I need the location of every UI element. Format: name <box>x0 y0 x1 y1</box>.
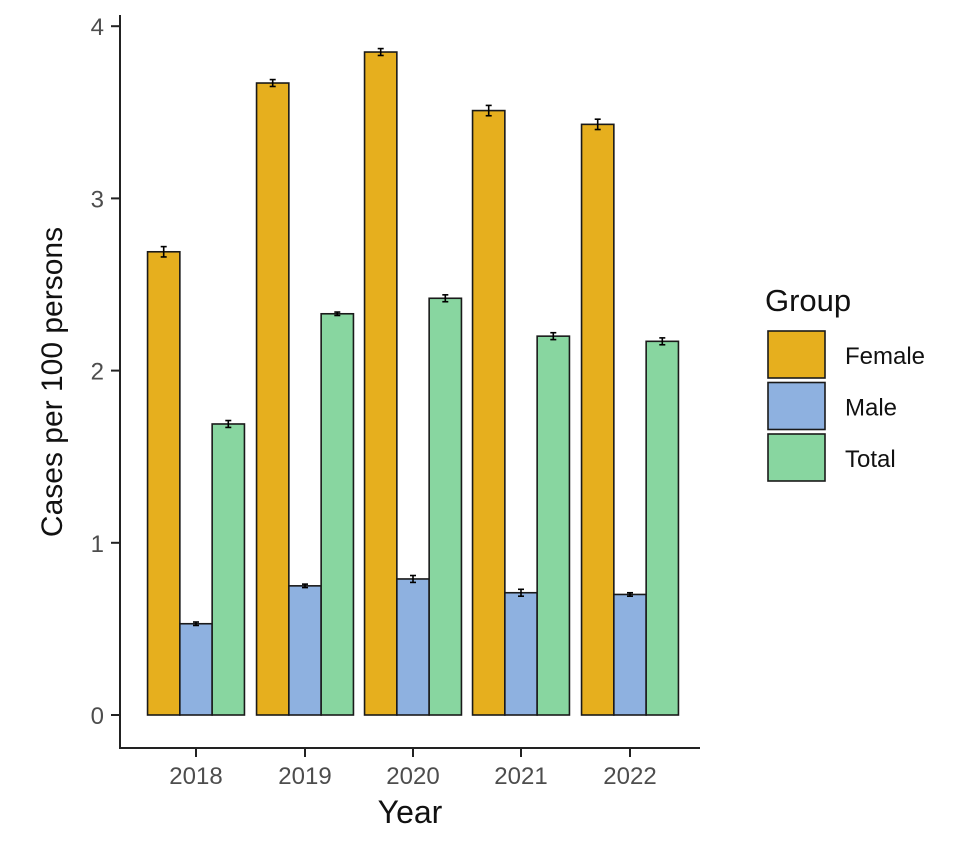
bar-total-2019 <box>320 312 355 716</box>
error-bar-total-2019 <box>334 311 341 317</box>
x-ticks: 2018 2019 2020 2021 2022 <box>169 748 657 790</box>
x-axis-label: Year <box>378 794 443 830</box>
error-bar-female-2021 <box>485 104 492 117</box>
legend-key-total <box>767 433 826 482</box>
y-tick-label: 4 <box>91 14 104 41</box>
error-bar-female-2019 <box>269 78 276 88</box>
bar-female-2018 <box>146 250 181 716</box>
legend-key-male <box>767 381 826 431</box>
bar-female-2022 <box>580 123 615 716</box>
y-tick-label: 0 <box>91 703 104 730</box>
error-bar-female-2022 <box>594 118 601 131</box>
x-tick-label: 2018 <box>169 763 222 790</box>
error-bar-total-2022 <box>659 337 666 346</box>
legend-label-male: Male <box>845 395 897 422</box>
legend: Group Female Male Total <box>765 283 925 482</box>
error-bar-female-2018 <box>160 245 167 258</box>
x-tick-label: 2020 <box>386 763 439 790</box>
legend-label-total: Total <box>845 446 896 473</box>
bar-total-2020 <box>428 297 463 716</box>
bar-male-2022 <box>613 593 647 716</box>
y-ticks: 0 1 2 3 4 <box>91 14 120 730</box>
error-bar-female-2020 <box>377 47 384 57</box>
bar-total-2021 <box>536 335 571 716</box>
error-bar-male-2020 <box>410 574 416 584</box>
error-bar-male-2022 <box>627 591 633 597</box>
error-bar-male-2019 <box>302 583 308 589</box>
bar-total-2018 <box>211 423 246 716</box>
error-bar-total-2021 <box>550 331 557 341</box>
bars-layer <box>146 47 680 716</box>
error-bar-total-2020 <box>442 294 449 303</box>
bar-male-2021 <box>504 591 538 716</box>
y-tick-label: 1 <box>91 531 104 558</box>
legend-key-female <box>767 330 826 379</box>
y-axis-label: Cases per 100 persons <box>36 227 69 537</box>
y-tick-label: 3 <box>91 186 104 213</box>
bar-female-2020 <box>363 51 398 716</box>
bar-female-2019 <box>255 82 290 716</box>
x-tick-label: 2022 <box>603 763 656 790</box>
legend-title: Group <box>765 283 851 318</box>
bar-total-2022 <box>645 340 680 716</box>
legend-label-female: Female <box>845 343 925 370</box>
bar-male-2018 <box>179 622 213 716</box>
x-tick-label: 2021 <box>494 763 547 790</box>
error-bar-male-2018 <box>193 621 199 627</box>
error-bar-total-2018 <box>225 419 232 429</box>
bar-male-2020 <box>396 578 430 716</box>
x-tick-label: 2019 <box>278 763 331 790</box>
y-tick-label: 2 <box>91 359 104 386</box>
bar-female-2021 <box>471 109 506 716</box>
bar-male-2019 <box>288 585 322 716</box>
error-bar-male-2021 <box>518 588 524 597</box>
